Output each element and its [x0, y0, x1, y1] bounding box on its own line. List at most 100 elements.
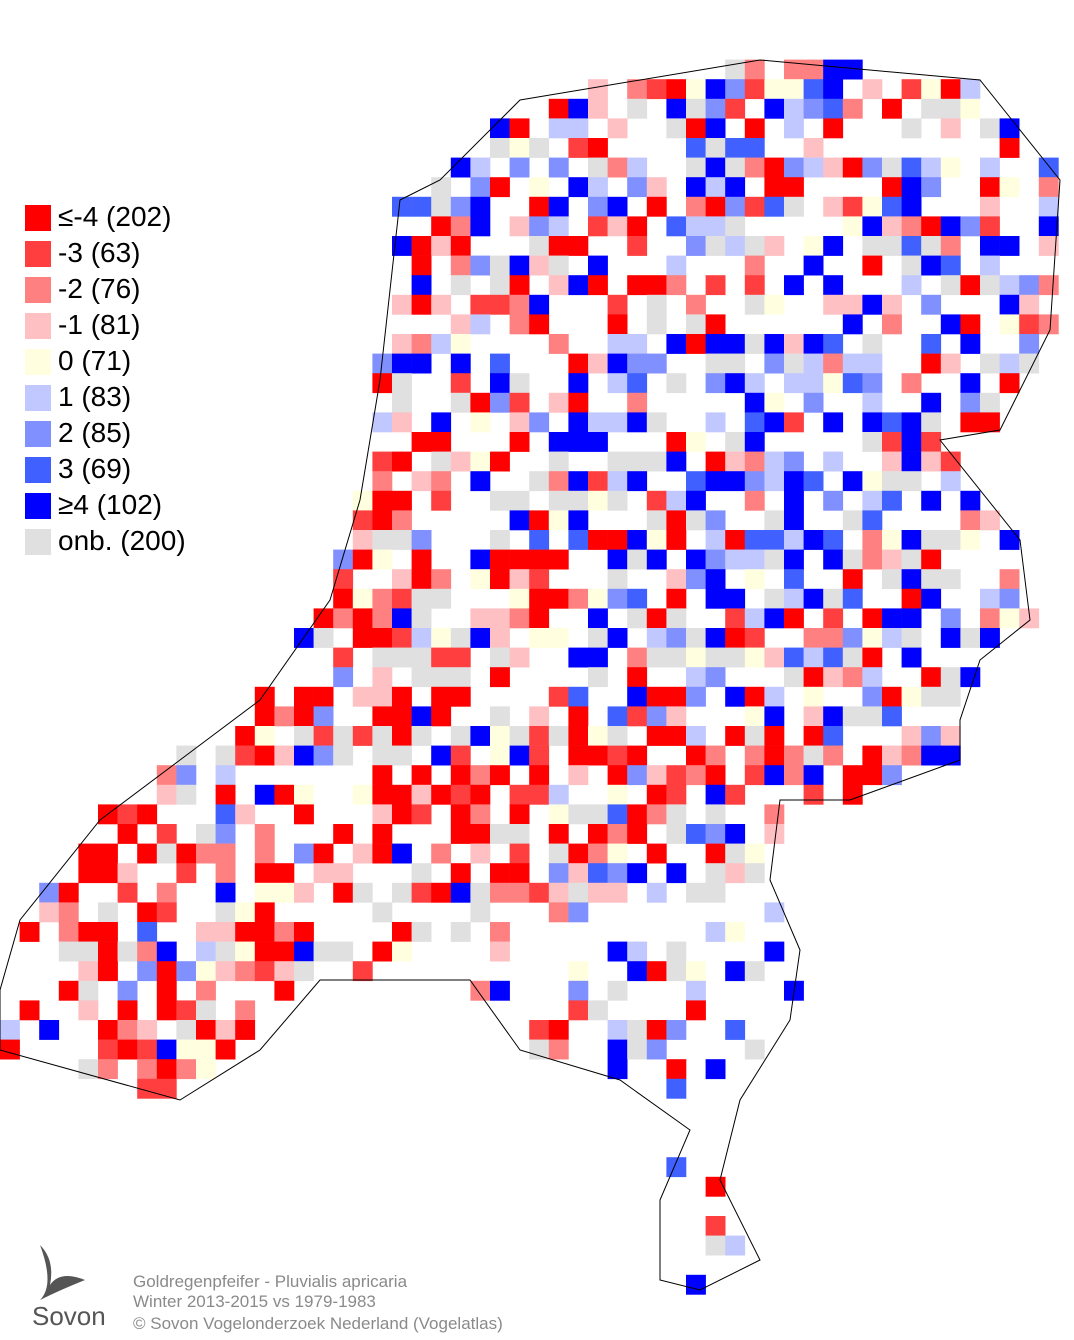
grid-cell	[764, 79, 785, 100]
grid-cell	[450, 373, 471, 394]
grid-cell	[470, 569, 491, 590]
grid-cell	[666, 530, 687, 550]
grid-cell	[705, 79, 726, 100]
grid-cell	[411, 471, 432, 492]
grid-cell	[960, 392, 981, 413]
grid-cell	[607, 745, 628, 766]
grid-cell	[803, 784, 824, 805]
grid-cell	[254, 726, 275, 746]
grid-cell	[431, 451, 452, 472]
grid-cell	[764, 353, 785, 374]
grid-cell	[940, 530, 961, 550]
grid-cell	[215, 784, 236, 805]
grid-cell	[372, 451, 393, 472]
grid-cell	[607, 1059, 628, 1080]
grid-cell	[313, 941, 334, 962]
grid-cell	[490, 490, 510, 511]
grid-cell	[882, 608, 902, 629]
grid-cell	[784, 59, 804, 80]
grid-cell	[196, 824, 216, 844]
grid-cell	[411, 334, 432, 354]
grid-cell	[842, 294, 863, 315]
grid-cell	[921, 157, 942, 178]
grid-cell	[431, 706, 452, 727]
grid-cell	[784, 177, 804, 198]
grid-cell	[529, 294, 550, 315]
grid-cell	[411, 588, 432, 609]
grid-cell	[450, 314, 471, 335]
grid-cell	[431, 216, 452, 237]
grid-cell	[588, 353, 608, 374]
grid-cell	[686, 294, 706, 315]
grid-cell	[548, 1039, 569, 1060]
grid-cell	[607, 843, 628, 864]
legend: ≤-4 (202)-3 (63)-2 (76)-1 (81)0 (71)1 (8…	[25, 201, 186, 556]
grid-cell	[450, 392, 471, 413]
grid-cell	[235, 1020, 256, 1040]
grid-cell	[725, 353, 746, 374]
grid-cell	[764, 294, 785, 315]
grid-cell	[744, 373, 765, 394]
grid-cell	[764, 765, 785, 786]
grid-cell	[58, 941, 79, 962]
grid-cell	[921, 588, 942, 609]
legend-class: 3	[58, 453, 81, 484]
grid-cell	[823, 275, 844, 296]
grid-cell	[940, 745, 961, 766]
grid-cell	[999, 236, 1020, 256]
grid-cell	[470, 628, 491, 648]
grid-cell	[372, 549, 393, 570]
grid-cell	[450, 216, 471, 237]
grid-cell	[607, 824, 628, 844]
grid-cell	[940, 314, 961, 335]
grid-cell	[137, 961, 158, 982]
grid-cell	[666, 765, 687, 786]
grid-cell	[254, 686, 275, 707]
grid-cell	[98, 902, 118, 923]
grid-cell	[901, 432, 922, 452]
grid-cell	[490, 980, 510, 1001]
grid-cell	[823, 157, 844, 178]
grid-cell	[392, 588, 412, 609]
legend-count: (200)	[120, 525, 185, 556]
grid-cell	[588, 863, 608, 884]
grid-cell	[744, 236, 765, 256]
grid-cell	[490, 745, 510, 766]
grid-cell	[940, 451, 961, 472]
grid-cell	[313, 608, 334, 629]
grid-cell	[882, 569, 902, 590]
grid-cell	[646, 686, 667, 707]
grid-cell	[509, 412, 530, 433]
grid-cell	[548, 392, 569, 413]
grid-cell	[548, 726, 569, 746]
grid-cell	[646, 1020, 667, 1040]
grid-cell	[1019, 353, 1040, 374]
grid-cell	[254, 824, 275, 844]
grid-cell	[509, 569, 530, 590]
grid-cell	[235, 726, 256, 746]
grid-cell	[607, 373, 628, 394]
legend-count: (83)	[81, 381, 131, 412]
grid-cell	[254, 961, 275, 982]
grid-cell	[490, 824, 510, 844]
grid-cell	[588, 471, 608, 492]
grid-cell	[744, 471, 765, 492]
grid-cell	[509, 392, 530, 413]
grid-cell	[607, 314, 628, 335]
grid-cell	[842, 471, 863, 492]
caption-line: © Sovon Vogelonderzoek Nederland (Vogela…	[133, 1314, 503, 1333]
grid-cell	[666, 941, 687, 962]
grid-cell	[744, 686, 765, 707]
grid-cell	[352, 961, 373, 982]
grid-cell	[842, 628, 863, 648]
grid-cell	[705, 157, 726, 178]
grid-cell	[764, 745, 785, 766]
grid-cell	[294, 961, 314, 982]
grid-cell	[744, 961, 765, 982]
grid-cell	[372, 745, 393, 766]
grid-cell	[744, 79, 765, 100]
grid-cell	[627, 686, 648, 707]
grid-cell	[666, 588, 687, 609]
grid-cell	[705, 412, 726, 433]
grid-cell	[568, 275, 589, 296]
